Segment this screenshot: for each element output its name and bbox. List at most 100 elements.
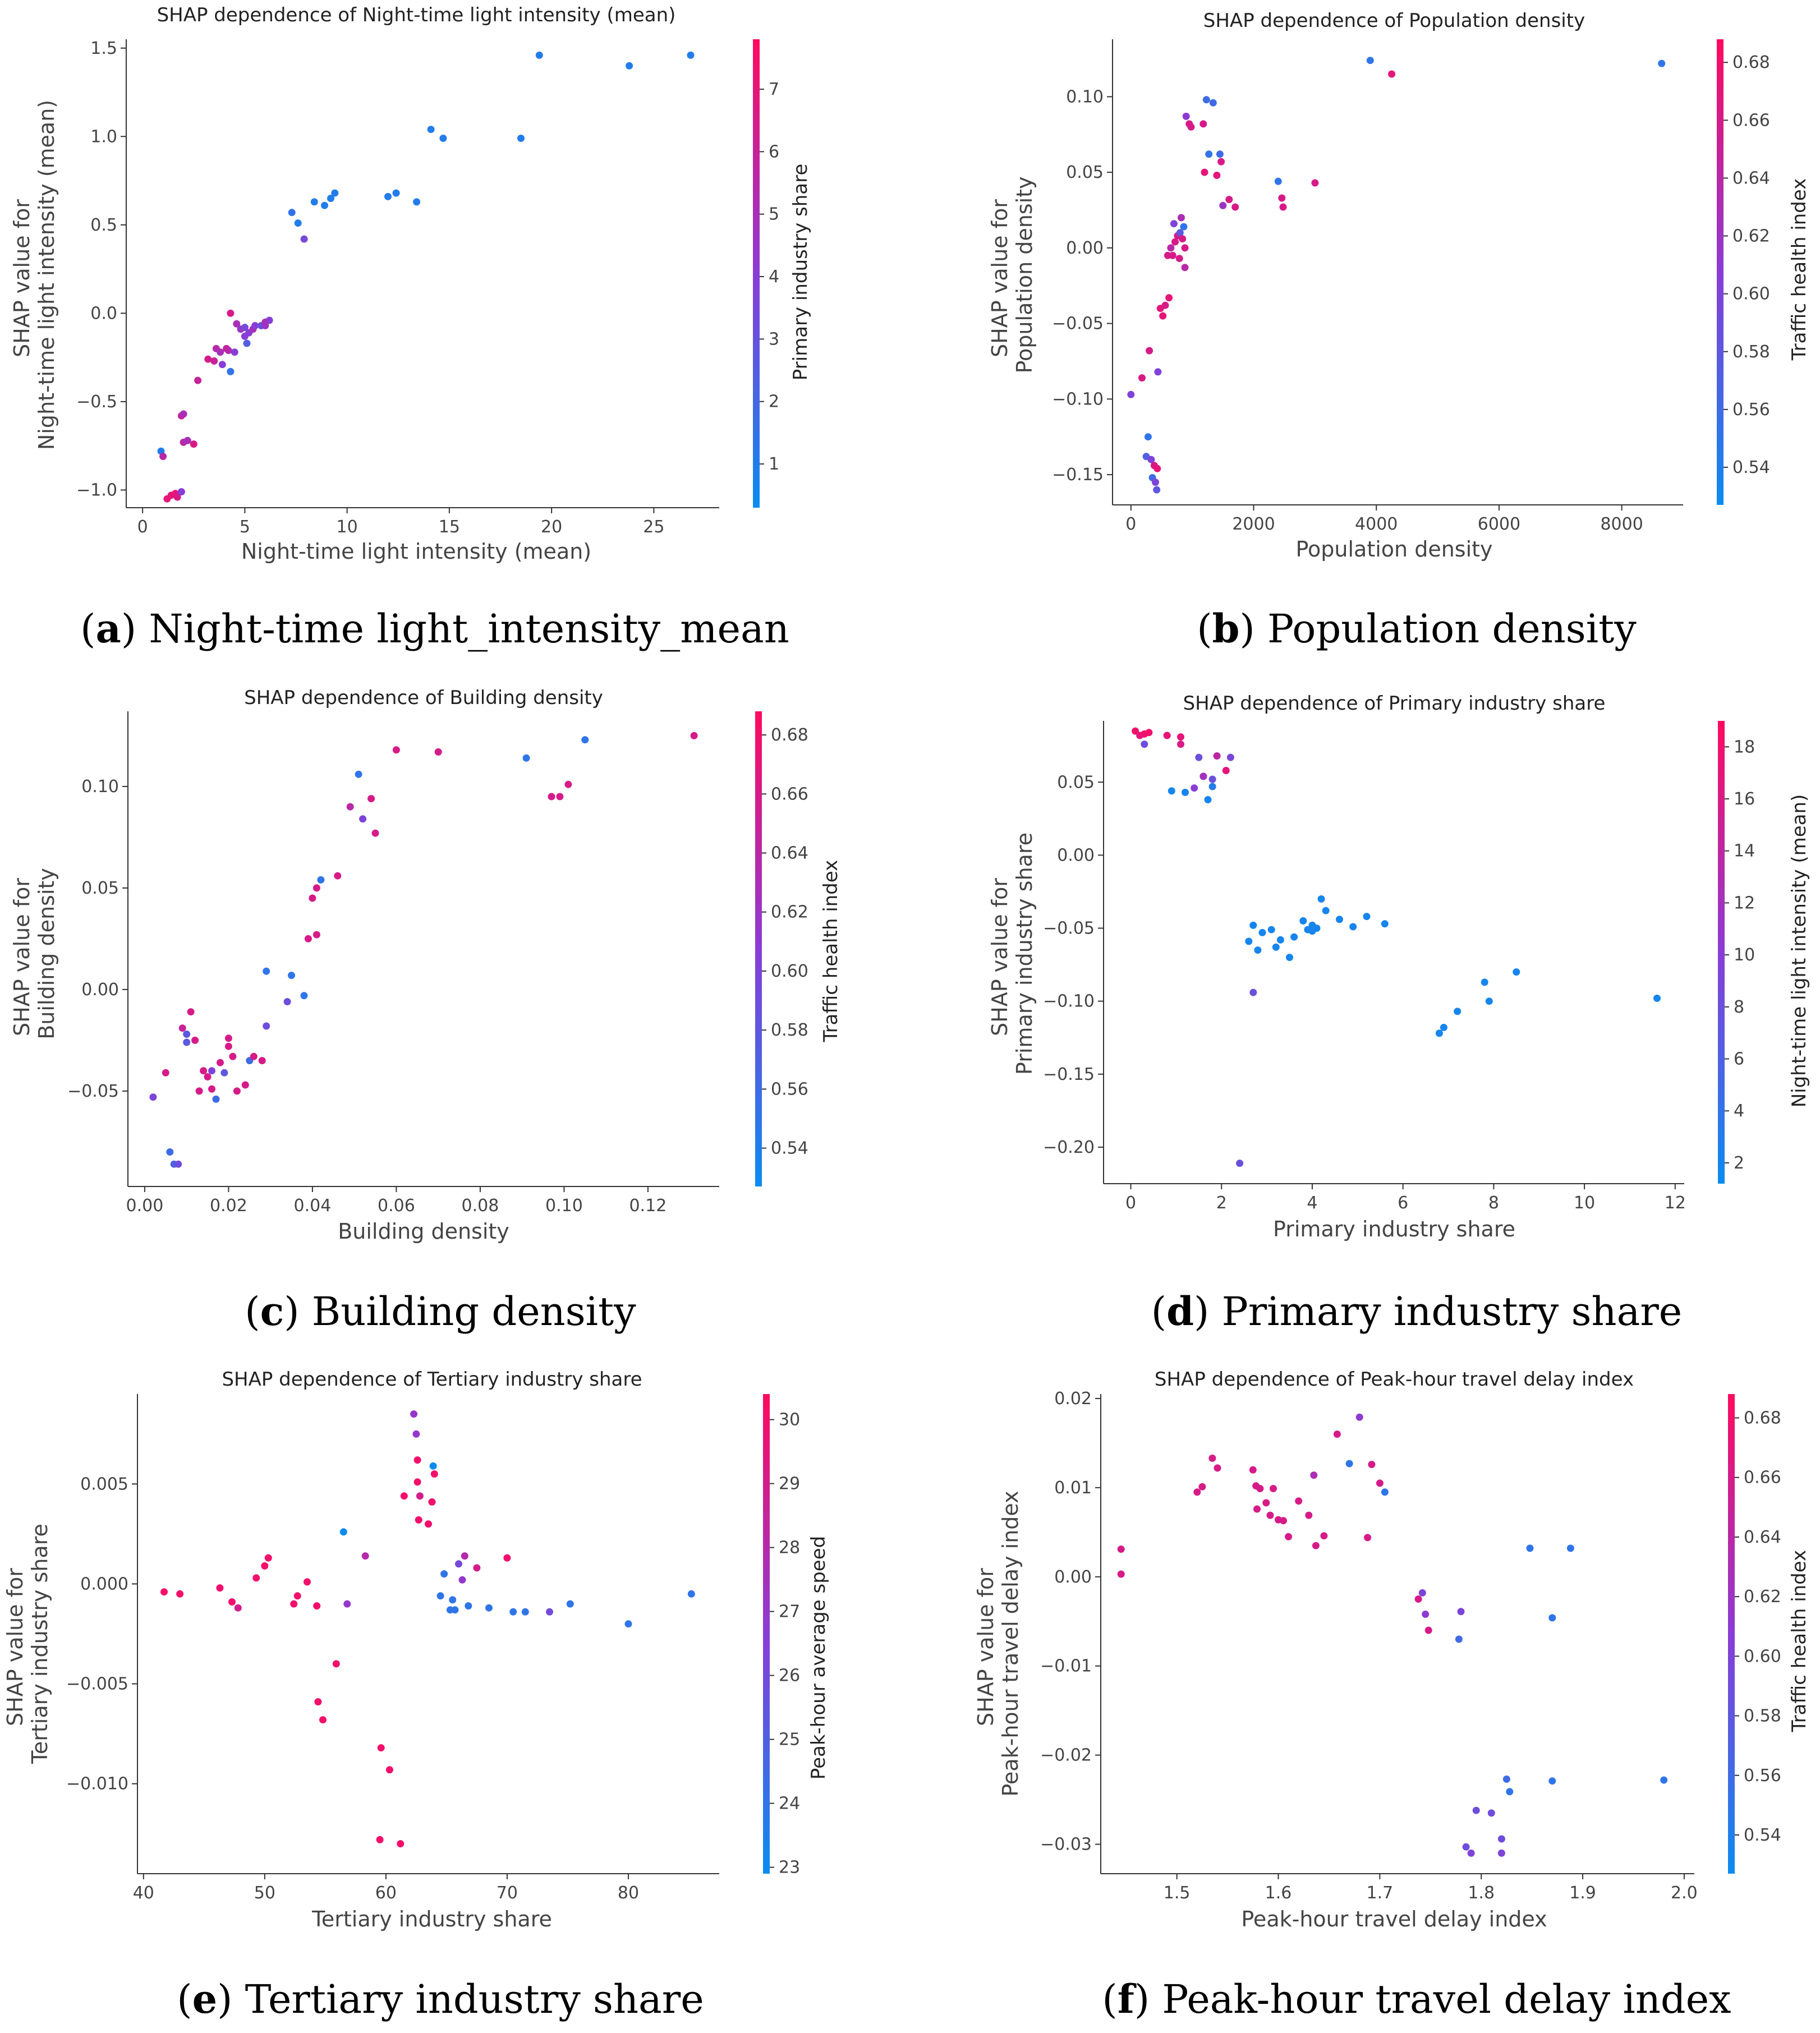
scatter-point — [413, 1456, 421, 1464]
scatter-point — [1526, 1544, 1534, 1552]
scatter-point — [1424, 1626, 1432, 1634]
colorbar-tick-label: 30 — [779, 1410, 800, 1430]
scatter-point — [1487, 1809, 1495, 1817]
colorbar-gradient — [1718, 721, 1725, 1184]
x-tick-label: 5 — [240, 517, 250, 537]
scatter-point — [624, 1620, 632, 1628]
scatter-point — [288, 972, 295, 979]
y-tick-label: 0.01 — [1054, 1478, 1092, 1498]
scatter-point — [200, 1067, 208, 1075]
scatter-point — [290, 1600, 298, 1608]
scatter-point — [1178, 214, 1185, 222]
x-tick-label: 0.12 — [629, 1196, 667, 1216]
scatter-point — [1345, 1460, 1353, 1468]
scatter-point — [1152, 479, 1159, 486]
scatter-point — [1117, 1546, 1125, 1553]
y-tick-label: 0.000 — [80, 1574, 128, 1594]
x-axis-label: Tertiary industry share — [311, 1907, 552, 1931]
scatter-point — [1169, 251, 1176, 259]
scatter-point — [234, 1604, 242, 1612]
scatter-point — [371, 829, 379, 837]
scatter-point — [191, 1036, 199, 1044]
scatter-point — [556, 793, 564, 801]
x-axis-label: Population density — [1295, 537, 1492, 562]
scatter-point — [385, 1766, 393, 1774]
colorbar-tick-label: 28 — [779, 1538, 800, 1558]
colorbar-tick-label: 3 — [769, 329, 779, 349]
x-tick-label: 10 — [1574, 1193, 1595, 1213]
x-tick-label: 15 — [439, 517, 460, 537]
scatter-point — [400, 1492, 408, 1500]
y-axis-label: SHAP value for Building density — [10, 868, 59, 1040]
scatter-point — [176, 1590, 184, 1598]
scatter-point — [162, 1069, 169, 1077]
y-axis-label-line2: Primary industry share — [1012, 832, 1037, 1075]
y-tick-label: −0.05 — [1043, 919, 1095, 939]
scatter-point — [1236, 1160, 1244, 1167]
colorbar-tick-label: 0.56 — [1744, 1766, 1781, 1786]
scatter-point — [258, 1057, 266, 1065]
colorbar: 1 2 3 4 5 6 7 — [753, 39, 779, 508]
plot-area: 1.5 1.6 1.7 1.8 1.9 2.0 −0.03 −0.02 −0.01 0.00 0.0… — [1040, 1389, 1698, 1903]
plot-area: 40 50 60 70 80 −0.010 −0.005 0.000 0.005 — [66, 1394, 719, 1903]
scatter-point — [183, 436, 191, 444]
scatter-point — [535, 51, 543, 59]
scatter-point — [376, 1836, 384, 1843]
x-tick-label: 10 — [337, 517, 358, 537]
scatter-point — [1198, 1483, 1206, 1491]
scatter-point — [377, 1744, 385, 1752]
scatter-point — [310, 198, 318, 206]
scatter-point — [331, 189, 339, 197]
scatter-point — [263, 1022, 270, 1030]
plot-area: 0 2 4 6 8 10 12 −0.20 −0.15 −0.10 −0.05 0.00 0.05 — [1043, 721, 1686, 1213]
scatter-point — [1205, 150, 1213, 158]
chart-title: SHAP dependence of Primary industry shar… — [1183, 692, 1606, 715]
caption-letter: f — [1118, 1976, 1137, 2022]
y-axis-label-line2: Population density — [1012, 176, 1037, 373]
caption-text: Building density — [312, 1289, 636, 1335]
scatter-point — [229, 1052, 237, 1060]
scatter-point — [1204, 796, 1212, 803]
y-axis-label-line1: SHAP value for — [3, 1568, 27, 1726]
scatter-point — [436, 1592, 444, 1600]
colorbar-tick-label: 0.54 — [771, 1139, 808, 1158]
scatter-point — [1364, 1534, 1372, 1542]
x-tick-label: 8 — [1488, 1193, 1499, 1213]
scatter-point — [1295, 1497, 1303, 1505]
scatter-point — [304, 1578, 311, 1586]
scatter-point — [1497, 1849, 1505, 1857]
scatter-point — [1418, 1589, 1426, 1597]
scatter-point — [177, 488, 185, 496]
y-tick-label: 0.05 — [1066, 163, 1104, 182]
caption-letter: e — [192, 1976, 218, 2022]
scatter-point — [413, 1478, 421, 1486]
x-tick-label: 4000 — [1355, 514, 1398, 534]
colorbar-label: Peak-hour average speed — [807, 1536, 830, 1779]
scatter-point — [204, 1073, 212, 1080]
scatter-point — [1208, 783, 1216, 790]
y-tick-label: −0.03 — [1040, 1835, 1092, 1855]
scatter-point — [1333, 1431, 1341, 1438]
scatter-point — [252, 1574, 260, 1582]
scatter-point — [1181, 264, 1189, 272]
scatter-point — [1226, 753, 1234, 761]
y-axis-label-line2: Night-time light intensity (mean) — [34, 100, 59, 450]
y-tick-label: 0.05 — [81, 878, 119, 898]
scatter-point — [1279, 203, 1287, 211]
colorbar-tick-label: 14 — [1734, 841, 1755, 861]
panel-caption: (c) Building density — [245, 1288, 636, 1335]
colorbar-label: Primary industry share — [789, 164, 812, 381]
scatter-point — [1222, 767, 1230, 774]
colorbar-gradient — [755, 711, 762, 1186]
scatter-point — [461, 1552, 468, 1560]
x-tick-label: 0.06 — [378, 1196, 415, 1216]
chart-title: SHAP dependence of Peak-hour travel dela… — [1155, 1368, 1634, 1391]
scatter-point — [1658, 59, 1666, 67]
x-tick-label: 25 — [643, 517, 664, 537]
colorbar: 23 24 25 26 27 28 29 30 — [763, 1394, 800, 1878]
x-axis-label: Primary industry share — [1273, 1217, 1515, 1241]
colorbar: 2 4 6 8 10 12 14 16 18 — [1718, 721, 1755, 1184]
colorbar-tick-label: 5 — [769, 205, 779, 224]
scatter-point — [1267, 926, 1275, 933]
scatter-point — [564, 780, 572, 788]
